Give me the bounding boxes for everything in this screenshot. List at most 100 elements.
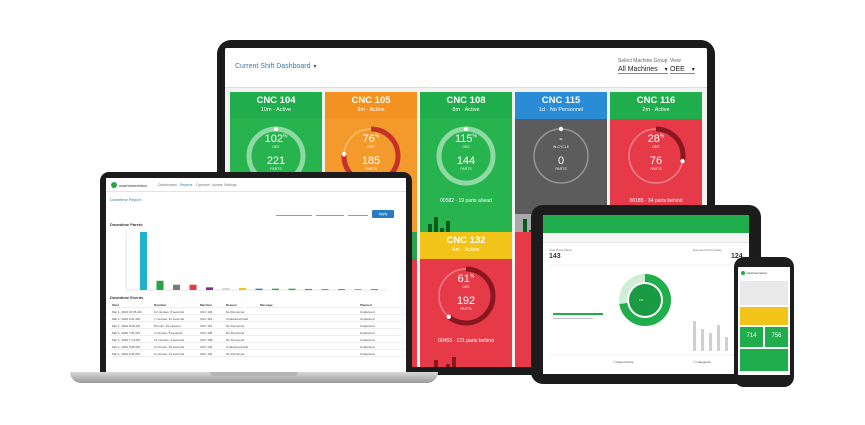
machine-group-select[interactable]: Select Machine Group All Machines [618,58,668,74]
column-header[interactable]: Machine [200,303,213,307]
table-row[interactable]: Mar 1, 2020 7:14 AM 12 minutes, 3 seconds… [110,336,402,343]
table-cell: Unplanned Fault [226,345,249,349]
table-cell: Mar 1, 2020 7:52 AM [112,331,140,335]
table-cell: 10 minutes, 8 seconds [154,310,185,314]
tile-body: 115% OEE 144 PARTS [420,119,512,196]
table-cell: 6 minutes, 21 seconds [154,352,185,356]
view-value[interactable]: OEE [670,66,695,74]
table-cell: 7 minutes, 12 seconds [154,317,185,321]
chevron-down-icon: ▾ [313,64,317,70]
tile-body: 61% OEE 192 PARTS [420,259,512,336]
apply-button[interactable]: Apply [372,210,394,218]
machine-tile[interactable]: CNC 108 8m · Active 115% OEE 144 PARTS 00582 ·… [420,92,512,244]
oee-unit: % [374,133,380,140]
phone-logo-icon [741,271,745,275]
report-parts-button[interactable]: ☐ Report Parts [613,360,634,364]
tile-header: CNC 108 8m · Active [420,92,512,119]
table-cell: Mar 1, 2020 8:46 AM [112,324,140,328]
nav-operator[interactable]: Operator [196,183,210,187]
nav-assets[interactable]: Assets [212,183,223,187]
categorize-button[interactable]: ☐ Categorize [693,360,712,364]
phone-yellow-panel [740,307,788,325]
report-parts-label: Report Parts [616,360,634,364]
expected-parts-value: 124 [731,253,743,260]
oee-ring-dot [273,126,279,132]
oee-unit: % [469,273,475,280]
pareto-bar [173,284,180,290]
events-title: Downtime Events [110,295,144,300]
column-header[interactable]: Reason [226,303,237,307]
tablet-bar [701,329,704,351]
table-cell: CNC 116 [200,317,213,321]
parts-label: PARTS [460,307,472,311]
total-parts-value: 143 [549,253,561,260]
machine-status: 1d · No Personnel [538,107,584,113]
table-cell: CNC 108 [200,338,213,342]
parts-value: 221 PARTS [230,155,322,171]
oee-ring-dot [341,152,347,157]
table-row[interactable]: Mar 1, 2020 6:58 AM 9 minutes, 46 seconds… [110,343,402,350]
tablet-charts [549,264,743,356]
table-cell: 12 minutes, 3 seconds [154,338,185,342]
oee-unit: % [472,133,477,140]
dashboard-title[interactable]: Current Shift Dashboard ▾ [235,63,317,70]
laptop-lip [210,372,298,376]
table-row[interactable]: Mar 1, 2020 7:52 AM 4 minutes, 8 seconds C… [110,329,402,336]
pareto-bar [288,288,296,290]
nav-dashboards[interactable]: Dashboards [158,183,177,187]
column-header[interactable]: Planned [360,303,372,307]
tile-header: CNC 104 10m · Active [230,92,322,119]
pareto-chart [125,230,386,291]
tile-footer: 00453 · 121 parts behind [420,336,512,354]
table-row[interactable]: Mar 1, 2020 8:46 AM 8 hours, 29 minutes CN… [110,322,402,329]
machine-tile[interactable]: CNC 132 6m · Active 61% OEE 192 PARTS 00453 · … [420,232,512,367]
table-row[interactable]: Mar 1, 2020 10:35 AM 10 minutes, 8 second… [110,308,402,315]
laptop-device: machinemetrics Dashboards Reports Operat… [100,172,412,379]
oee-number: 28 [647,133,660,145]
machine-group-value[interactable]: All Machines [618,66,668,74]
view-select[interactable]: View OEE [670,58,695,74]
nav-settings[interactable]: Settings [224,183,237,187]
phone-device: machinemetrics 714 756 [734,257,794,387]
table-cell: Mar 1, 2020 6:40 AM [112,352,140,356]
table-row[interactable]: Mar 1, 2020 6:40 AM 6 minutes, 21 seconds… [110,350,402,357]
table-cell: No Personnel [226,324,245,328]
table-cell: Unplanned [360,345,375,349]
column-header[interactable]: Message [260,303,273,307]
table-cell: CNC 104 [200,310,213,314]
date-filter[interactable] [348,208,368,216]
table-cell: Unplanned Fault [226,317,249,321]
parts-value: 144 PARTS [420,155,512,171]
parts-number: 76 [649,155,663,167]
column-header[interactable]: Duration [154,303,167,307]
column-header[interactable]: Start [112,303,119,307]
oee-ring-dot [558,126,564,132]
table-cell: CNC 105 [200,331,213,335]
parts-label: PARTS [460,167,472,171]
tablet-donut-label: 1% [639,298,644,302]
table-cell: CNC 115 [200,324,213,328]
table-cell: 4 minutes, 8 seconds [154,331,183,335]
pareto-bar [222,288,230,290]
phone-tile-value[interactable]: 756 [765,327,788,347]
phone-tile-value[interactable]: 714 [740,327,763,347]
report-title[interactable]: Downtime Report [110,197,141,202]
tablet-bar [717,325,720,351]
nav-reports[interactable]: Reports [180,183,193,187]
parts-label: PARTS [555,167,567,171]
machine-filter[interactable] [276,208,312,216]
pareto-bar [338,289,345,290]
machine-group-label: Select Machine Group [618,58,668,64]
pareto-bar [272,288,279,290]
table-row[interactable]: Mar 1, 2020 9:21 AM 7 minutes, 12 seconds… [110,315,402,322]
spark-bar [452,357,456,367]
tablet-tabs[interactable] [543,233,749,243]
table-cell: Unplanned [360,352,375,356]
shift-filter[interactable] [316,208,344,216]
table-cell: Unplanned [360,331,375,335]
oee-number: 102 [264,133,283,145]
oee-ring [533,126,589,184]
pareto-title: Downtime Pareto [110,222,143,227]
machine-tile[interactable]: CNC 116 2m · Active 28% OEE 76 PARTS 00185 · 3… [610,92,702,244]
oee-unit: % [659,133,665,140]
